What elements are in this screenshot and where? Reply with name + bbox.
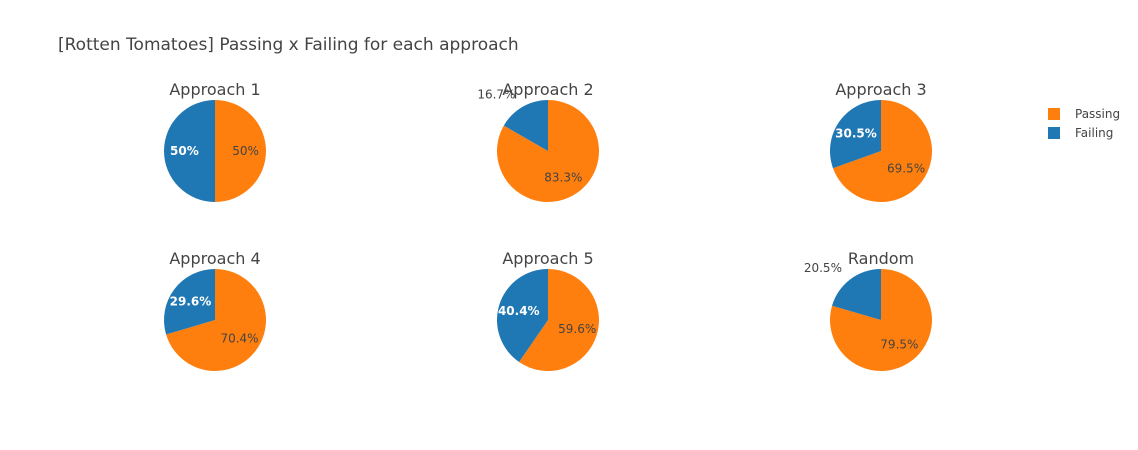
pie-slice-label: 59.6% <box>558 322 596 336</box>
pie-slice-label: 83.3% <box>544 170 582 184</box>
pie-slice-passing[interactable] <box>833 100 932 202</box>
pie-slice-label: 70.4% <box>220 331 258 345</box>
legend-swatch <box>1048 108 1060 120</box>
legend-label: Failing <box>1075 126 1113 140</box>
figure-title: [Rotten Tomatoes] Passing x Failing for … <box>58 35 519 55</box>
pie-slice-label: 50% <box>170 144 199 158</box>
pie-slice-passing[interactable] <box>519 269 599 371</box>
pie-slice-label: 29.6% <box>170 295 212 309</box>
pie-slice-failing[interactable] <box>497 269 548 363</box>
pie-slice-passing[interactable] <box>830 269 933 372</box>
pie-slice-label: 40.4% <box>498 304 540 318</box>
pie-title: Approach 1 <box>169 80 260 99</box>
pie-slice-label: 16.7% <box>477 88 515 102</box>
pie-title: Approach 5 <box>502 249 593 268</box>
pie-slice-label: 50% <box>232 144 259 158</box>
pie-title: Approach 4 <box>169 249 260 268</box>
pie-title: Random <box>848 249 914 268</box>
pie-slice-failing[interactable] <box>829 100 881 169</box>
pie-slice-failing[interactable] <box>503 100 548 151</box>
legend-swatch <box>1048 127 1060 139</box>
legend-label: Passing <box>1075 107 1120 121</box>
pie-slice-label: 79.5% <box>880 337 918 351</box>
legend[interactable]: Passing Failing <box>1048 107 1120 140</box>
pie-2: Approach 2 83.3% 16.7% <box>477 80 600 202</box>
pie-slice-failing[interactable] <box>164 100 215 202</box>
pie-slice-label: 30.5% <box>835 126 877 140</box>
pie-slice-passing[interactable] <box>497 100 600 202</box>
legend-item-passing[interactable]: Passing <box>1048 107 1120 121</box>
pie-slice-label: 20.5% <box>804 261 842 275</box>
pie-title: Approach 2 <box>502 80 593 99</box>
pie-slice-failing[interactable] <box>832 269 881 320</box>
pie-title: Approach 3 <box>835 80 926 99</box>
pie-slice-label: 69.5% <box>887 162 925 176</box>
pie-slice-passing[interactable] <box>166 269 266 372</box>
pie-grid: Approach 150%50%Approach 283.3%16.7% Appr… <box>164 80 933 372</box>
pie-5: Approach 5 59.6% 40.4% <box>497 249 599 371</box>
pie-6: Random 79.5% 20.5% <box>804 249 933 372</box>
pie-slice-failing[interactable] <box>164 269 215 335</box>
legend-item-failing[interactable]: Failing <box>1048 126 1113 140</box>
pie-slice-passing[interactable] <box>215 100 266 202</box>
pie-4: Approach 4 70.4% 29.6% <box>164 249 266 372</box>
pie-1: Approach 1 50% 50% <box>164 80 266 202</box>
pie-3: Approach 3 69.5% 30.5% <box>829 80 932 202</box>
